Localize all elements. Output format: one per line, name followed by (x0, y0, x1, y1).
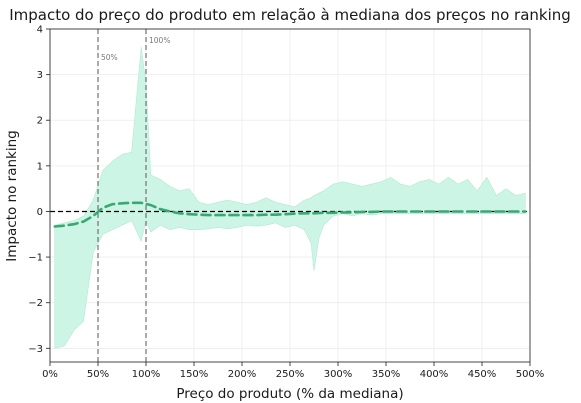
y-tick-label: 1 (37, 161, 43, 172)
x-tick-label: 150% (180, 369, 209, 380)
band-area (54, 47, 526, 349)
x-tick-label: 250% (276, 369, 305, 380)
y-tick-label: −1 (28, 253, 43, 264)
mean-impact-line (53, 201, 527, 228)
x-tick-label: 300% (324, 369, 353, 380)
y-tick-label: 4 (37, 25, 43, 36)
y-tick-label: 3 (37, 70, 43, 81)
y-tick-label: −2 (28, 298, 43, 309)
chart-title: Impacto do preço do produto em relação à… (9, 6, 571, 24)
vertical-marker-label: 50% (101, 53, 118, 62)
series-layer (53, 201, 527, 228)
x-tick-label: 200% (228, 369, 257, 380)
x-tick-label: 100% (132, 369, 161, 380)
vertical-markers: 50% 100% (97, 29, 170, 362)
tick-labels: 0% 50% 100% 150% 200% 250% 300% 350% 400% 450% 500… (28, 25, 544, 381)
y-tick-label: 2 (37, 116, 43, 127)
x-tick-label: 0% (42, 369, 58, 380)
x-tick-label: 350% (372, 369, 401, 380)
vertical-marker-label: 100% (149, 36, 170, 45)
x-tick-label: 500% (516, 369, 545, 380)
y-tick-label: 0 (37, 207, 43, 218)
x-axis-label: Preço do produto (% da mediana) (176, 386, 403, 402)
x-tick-label: 400% (420, 369, 449, 380)
y-tick-label: −3 (28, 344, 43, 355)
x-tick-label: 450% (468, 369, 497, 380)
y-axis-label: Impacto no ranking (4, 130, 20, 261)
confidence-band (54, 47, 526, 349)
x-tick-label: 50% (87, 369, 109, 380)
